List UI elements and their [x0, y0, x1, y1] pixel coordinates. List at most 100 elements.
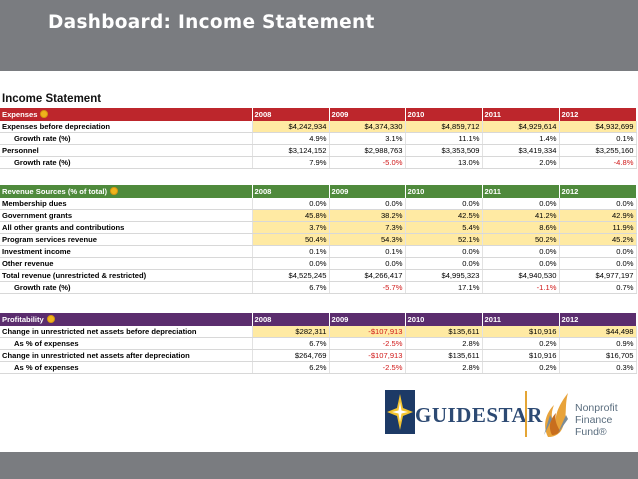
- cell-value: $44,498: [559, 326, 637, 339]
- cell-value: 7.9%: [252, 156, 330, 170]
- cell-value: $3,124,152: [252, 144, 330, 158]
- cell-value: 6.2%: [252, 361, 330, 375]
- row-label: All other grants and contributions: [0, 221, 253, 235]
- cell-value: 0.0%: [405, 198, 483, 211]
- row-label: Growth rate (%): [0, 156, 253, 170]
- row-label: Government grants: [0, 209, 253, 223]
- profitability-table: Profitability 2008 2009 2010 2011 2012 C…: [0, 313, 637, 375]
- cell-value: 50.4%: [252, 233, 330, 247]
- cell-value: $10,916: [482, 349, 560, 363]
- cell-value: 11.1%: [405, 132, 483, 146]
- row-label: Change in unrestricted net assets after …: [0, 349, 253, 363]
- year-header: 2012: [559, 108, 637, 121]
- row-label: Total revenue (unrestricted & restricted…: [0, 269, 253, 283]
- table-row: Government grants 45.8% 38.2% 42.5% 41.2…: [0, 209, 637, 223]
- row-label: Personnel: [0, 144, 253, 158]
- table-row: Change in unrestricted net assets before…: [0, 326, 637, 339]
- cell-value: $4,266,417: [329, 269, 406, 283]
- table-row: Change in unrestricted net assets after …: [0, 349, 637, 363]
- cell-value: 0.0%: [559, 198, 637, 211]
- cell-value: $264,769: [252, 349, 330, 363]
- cell-value: 0.0%: [329, 257, 406, 271]
- cell-value: 6.7%: [252, 281, 330, 295]
- header-band: Dashboard: Income Statement: [0, 0, 638, 71]
- row-label: As % of expenses: [0, 337, 253, 351]
- cell-value: 0.0%: [252, 257, 330, 271]
- cell-value: $4,940,530: [482, 269, 560, 283]
- cell-value: 7.3%: [329, 221, 406, 235]
- year-header: 2010: [405, 313, 483, 326]
- table-row: Growth rate (%) 7.9% -5.0% 13.0% 2.0% -4…: [0, 156, 637, 170]
- table-row: Program services revenue 50.4% 54.3% 52.…: [0, 233, 637, 247]
- year-header: 2009: [329, 108, 406, 121]
- cell-value: $2,988,763: [329, 144, 406, 158]
- cell-value: 0.0%: [482, 198, 560, 211]
- expenses-header-label: Expenses: [0, 108, 253, 121]
- cell-value: 0.2%: [482, 361, 560, 375]
- profitability-header-label: Profitability: [0, 313, 253, 326]
- info-icon[interactable]: [40, 110, 49, 118]
- year-header: 2009: [329, 185, 406, 198]
- cell-value: -2.5%: [329, 361, 406, 375]
- table-row: All other grants and contributions 3.7% …: [0, 221, 637, 235]
- cell-value: $135,611: [405, 349, 483, 363]
- row-label: Membership dues: [0, 198, 253, 211]
- info-icon[interactable]: [46, 315, 55, 323]
- cell-value: $3,255,160: [559, 144, 637, 158]
- table-row: Growth rate (%) 4.9% 3.1% 11.1% 1.4% 0.1…: [0, 132, 637, 146]
- cell-value: 0.1%: [559, 132, 637, 146]
- revenue-header-row: Revenue Sources (% of total) 2008 2009 2…: [0, 185, 637, 198]
- cell-value: 0.7%: [559, 281, 637, 295]
- expenses-table: Expenses 2008 2009 2010 2011 2012 Expens…: [0, 108, 637, 170]
- cell-value: 42.9%: [559, 209, 637, 223]
- row-label: Other revenue: [0, 257, 253, 271]
- cell-value: -4.8%: [559, 156, 637, 170]
- cell-value: 0.2%: [482, 337, 560, 351]
- year-header: 2012: [559, 313, 637, 326]
- cell-value: 0.0%: [482, 257, 560, 271]
- year-header: 2010: [405, 185, 483, 198]
- row-label: Growth rate (%): [0, 281, 253, 295]
- cell-value: 0.0%: [252, 198, 330, 211]
- cell-value: $4,242,934: [252, 121, 330, 134]
- cell-value: 45.8%: [252, 209, 330, 223]
- year-header: 2009: [329, 313, 406, 326]
- cell-value: 5.4%: [405, 221, 483, 235]
- cell-value: 4.9%: [252, 132, 330, 146]
- cell-value: 0.9%: [559, 337, 637, 351]
- cell-value: $3,419,334: [482, 144, 560, 158]
- cell-value: $135,611: [405, 326, 483, 339]
- cell-value: 0.0%: [405, 257, 483, 271]
- nff-line-2: Finance Fund®: [575, 414, 613, 438]
- cell-value: 0.0%: [559, 257, 637, 271]
- year-header: 2008: [252, 313, 330, 326]
- partner-logos: GUIDESTAR Nonprofit Finance Fund®: [385, 385, 638, 445]
- table-row: Personnel $3,124,152 $2,988,763 $3,353,5…: [0, 144, 637, 158]
- year-header: 2011: [482, 185, 560, 198]
- table-row: Total revenue (unrestricted & restricted…: [0, 269, 637, 283]
- cell-value: 54.3%: [329, 233, 406, 247]
- nff-logo-text: Nonprofit Finance Fund®: [575, 402, 638, 438]
- cell-value: $3,353,509: [405, 144, 483, 158]
- cell-value: 3.7%: [252, 221, 330, 235]
- cell-value: 6.7%: [252, 337, 330, 351]
- guidestar-logo-text: GUIDESTAR: [415, 403, 543, 427]
- table-row: Membership dues 0.0% 0.0% 0.0% 0.0% 0.0%: [0, 198, 637, 211]
- cell-value: 38.2%: [329, 209, 406, 223]
- cell-value: -$107,913: [329, 326, 406, 339]
- cell-value: 0.1%: [329, 245, 406, 259]
- row-label: Change in unrestricted net assets before…: [0, 326, 253, 339]
- row-label: Expenses before depreciation: [0, 121, 253, 134]
- cell-value: -5.7%: [329, 281, 406, 295]
- expenses-header-row: Expenses 2008 2009 2010 2011 2012: [0, 108, 637, 121]
- year-header: 2008: [252, 108, 330, 121]
- cell-value: 0.1%: [252, 245, 330, 259]
- cell-value: $4,929,614: [482, 121, 560, 134]
- table-row: As % of expenses 6.7% -2.5% 2.8% 0.2% 0.…: [0, 337, 637, 351]
- cell-value: 45.2%: [559, 233, 637, 247]
- cell-value: $4,374,330: [329, 121, 406, 134]
- cell-value: 3.1%: [329, 132, 406, 146]
- info-icon[interactable]: [110, 187, 119, 195]
- cell-value: 0.0%: [329, 198, 406, 211]
- year-header: 2012: [559, 185, 637, 198]
